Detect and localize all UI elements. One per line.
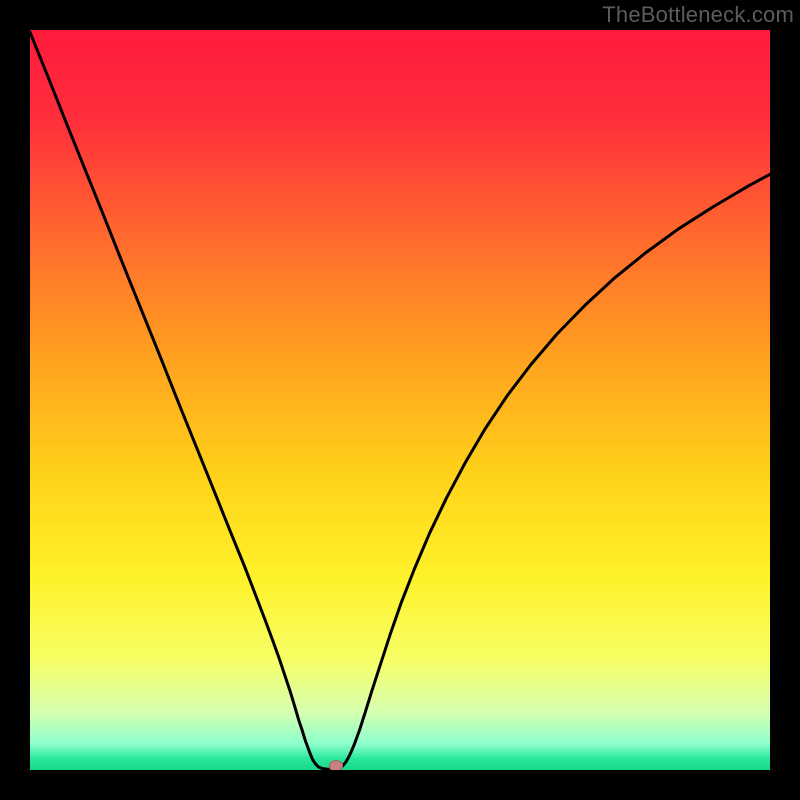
plot-border-right — [770, 0, 800, 800]
plot-border-bottom — [0, 770, 800, 800]
watermark-label: TheBottleneck.com — [602, 2, 794, 28]
plot-border-left — [0, 0, 30, 800]
chart-stage: { "meta": { "source_label": "TheBottlene… — [0, 0, 800, 800]
bottleneck-curve — [30, 30, 770, 770]
